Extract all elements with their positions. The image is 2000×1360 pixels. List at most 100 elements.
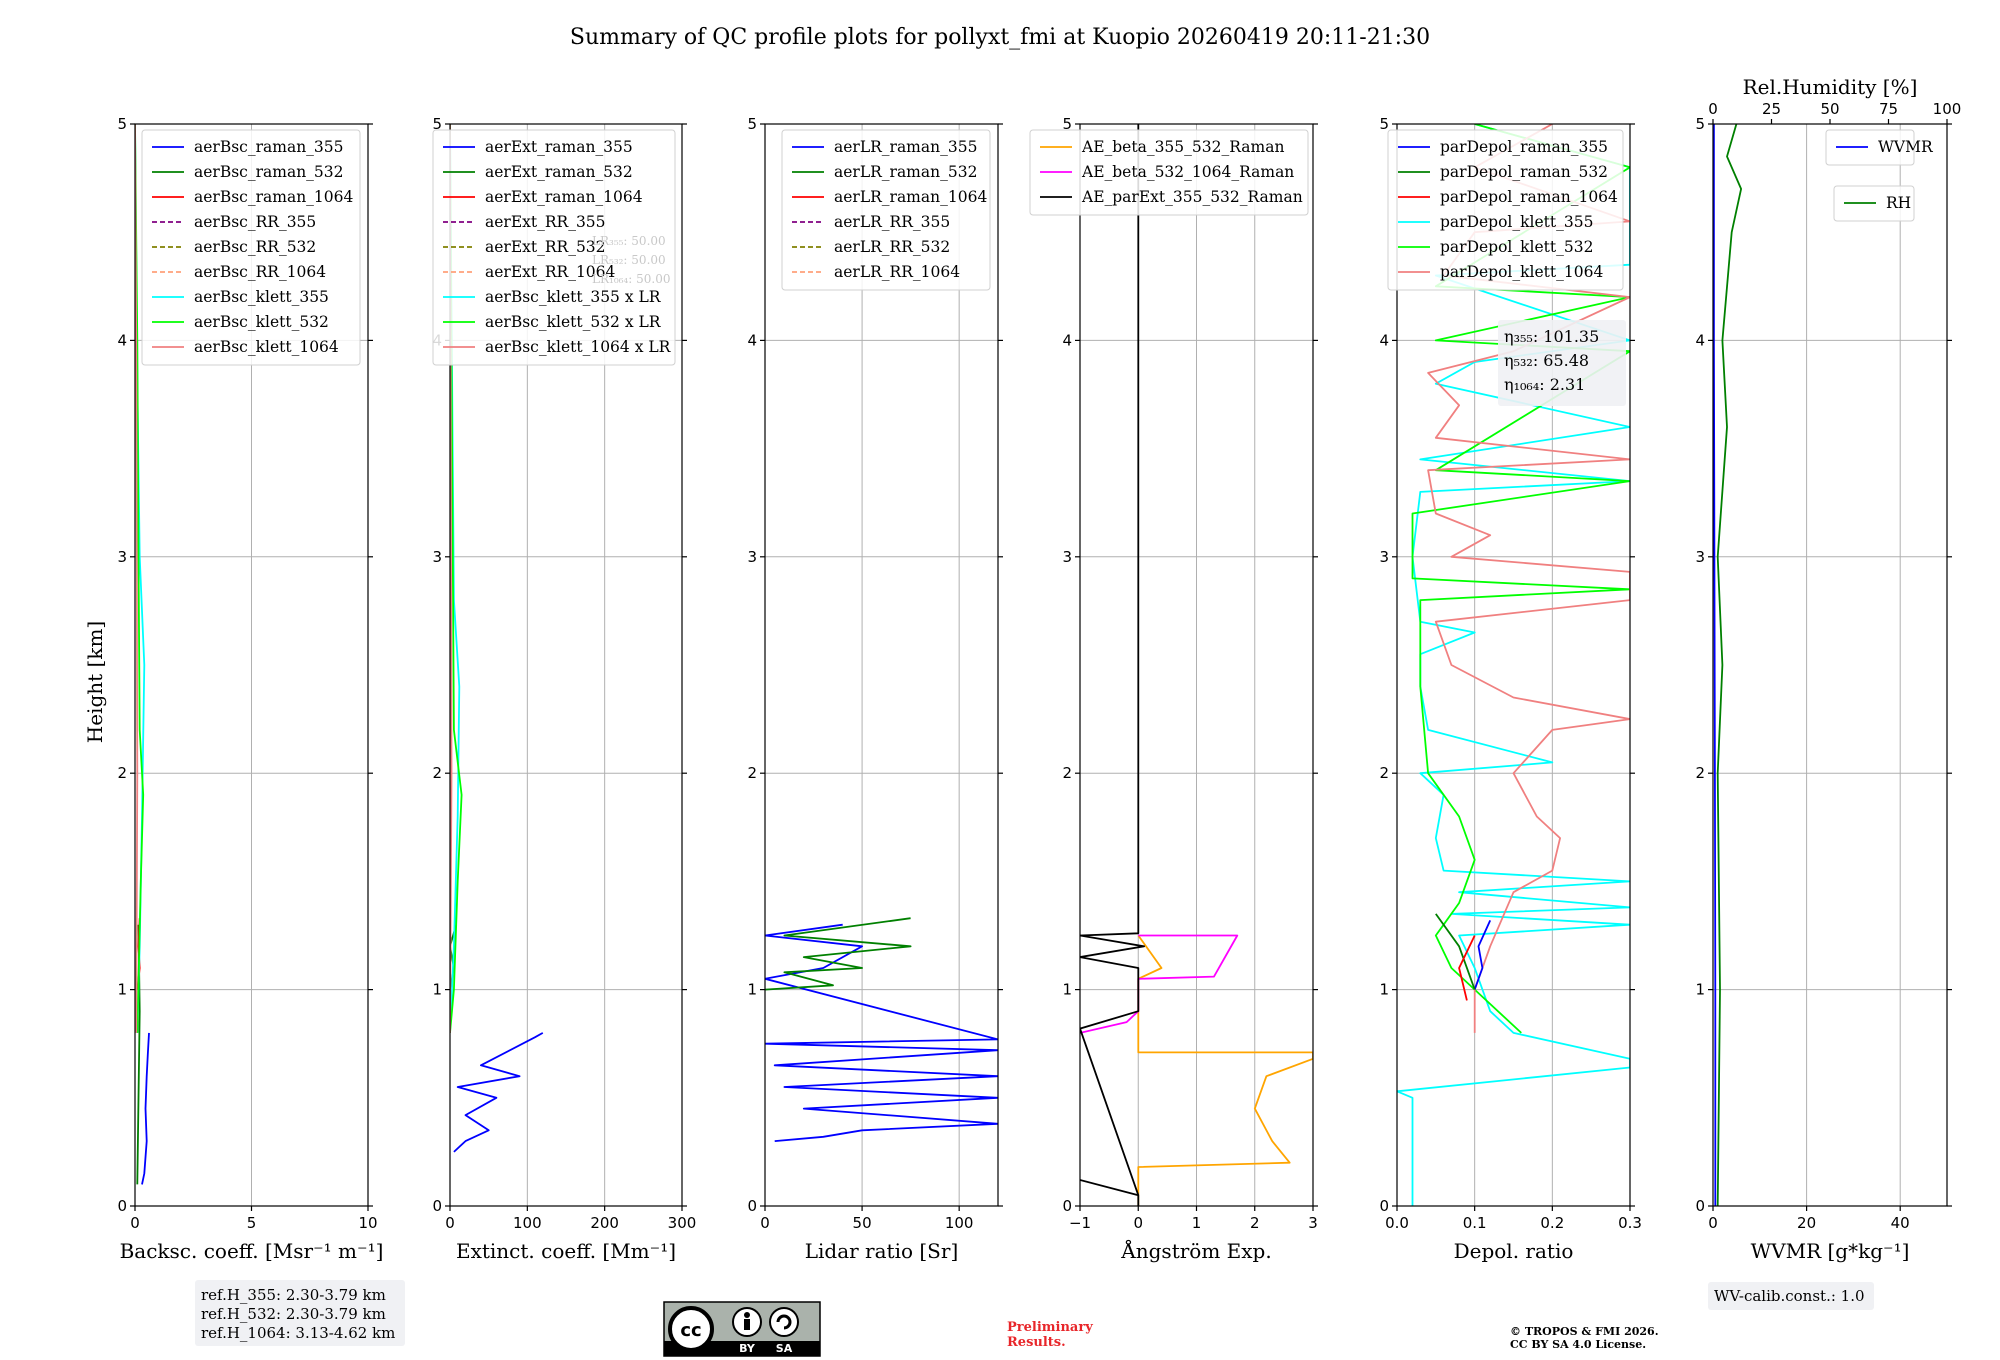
legend-label: aerLR_raman_1064: [834, 188, 987, 206]
x-axis-label-lr: Lidar ratio [Sr]: [805, 1239, 959, 1263]
series-line-AE_beta_355_532_Raman: [1137, 934, 1313, 1206]
y-tick-label: 4: [117, 331, 127, 349]
legend-box: [1825, 129, 1915, 166]
y-tick-label: 0: [747, 1197, 757, 1215]
y-tick-label: 0: [432, 1197, 442, 1215]
legend-label: aerBsc_raman_1064: [194, 188, 354, 206]
x-axis-label-wv: WVMR [g*kg⁻¹]: [1751, 1239, 1910, 1263]
series-line-aerExt_raman_355: [453, 1032, 544, 1153]
legend-wv: WVMR: [1825, 129, 1934, 166]
y-tick-label: 1: [432, 981, 442, 999]
legend-label: aerBsc_raman_532: [194, 163, 344, 181]
x-tick-label: 100: [945, 1214, 974, 1232]
legend-label: aerBsc_klett_532: [194, 313, 329, 331]
series-line-parDepol_raman_355: [1473, 920, 1492, 990]
copyright-line-1: © TROPOS & FMI 2026.: [1510, 1325, 1659, 1338]
annotation-depol: η₃₅₅: 101.35 η₅₃₂: 65.48 η₁₀₆₄: 2.31: [1498, 320, 1626, 406]
y-tick-label: 2: [1379, 764, 1389, 782]
by-label: BY: [739, 1342, 756, 1355]
legend-box: [1387, 129, 1624, 291]
y-tick-label: 5: [1379, 115, 1389, 133]
panel-frame: [764, 123, 999, 1207]
series-line-parDepol_klett_1064: [1427, 124, 1630, 1033]
series-line-AE_beta_532_1064_Raman: [1080, 934, 1239, 1034]
x-tick-label: 200: [590, 1214, 619, 1232]
y-tick-label: 0: [1379, 1197, 1389, 1215]
x-tick-label: 40: [1891, 1214, 1910, 1232]
x-axis-label-depol: Depol. ratio: [1454, 1239, 1574, 1263]
legend-label: parDepol_raman_1064: [1440, 188, 1618, 206]
y-tick-label: 1: [1695, 981, 1705, 999]
top-x-axis-label: Rel.Humidity [%]: [1743, 75, 1918, 99]
chart-title: Summary of QC profile plots for pollyxt_…: [570, 25, 1430, 50]
y-tick-label: 5: [1695, 115, 1705, 133]
panel-frame: [1712, 123, 1948, 1207]
y-tick-label: 3: [117, 548, 127, 566]
x-tick-label: 0.2: [1540, 1214, 1564, 1232]
x-tick-label: 0: [1133, 1214, 1143, 1232]
x-axis-label-bsc: Backsc. coeff. [Msr⁻¹ m⁻¹]: [120, 1239, 384, 1263]
x-tick-label: 0.0: [1385, 1214, 1409, 1232]
ref-height-1064: ref.H_1064: 3.13-4.62 km: [201, 1324, 395, 1342]
legend-label: parDepol_raman_532: [1440, 163, 1608, 181]
x-tick-label: 2: [1250, 1214, 1260, 1232]
panel-bsc: 0 1 2 3 4 5 0 5 10 Backsc. coeff. [Msr⁻¹ m⁻¹] aerB…: [117, 115, 383, 1263]
preliminary-line-1: Preliminary: [1007, 1320, 1093, 1335]
series-line-parDepol_klett_532: [1411, 124, 1630, 1034]
ref-height-532: ref.H_532: 2.30-3.79 km: [201, 1305, 386, 1323]
x-tick-label: 1: [1192, 1214, 1202, 1232]
y-tick-label: 4: [747, 331, 757, 349]
panel-frame: [449, 123, 683, 1207]
top-x-tick-label: 0: [1708, 100, 1718, 118]
x-tick-label: −1: [1069, 1214, 1091, 1232]
panel-depol: 0 1 2 3 4 5 0.0 0.1 0.2 0.3 Depol. ratio parDepol_r…: [1379, 115, 1641, 1263]
series-line-aerBsc_klett_532: [135, 124, 145, 1033]
legend-label: aerExt_raman_1064: [485, 188, 643, 206]
x-tick-label: 0: [130, 1214, 140, 1232]
y-tick-label: 5: [747, 115, 757, 133]
ref-height-355: ref.H_355: 2.30-3.79 km: [201, 1286, 386, 1304]
legend-label: aerExt_RR_1064: [485, 263, 616, 281]
wv-calib-box: WV-calib.const.: 1.0: [1708, 1282, 1874, 1310]
wv-calib-box-bg: [1708, 1282, 1874, 1310]
legend-label: parDepol_klett_1064: [1440, 263, 1603, 281]
legend-ext: aerExt_raman_355 aerExt_raman_532 aerExt_r…: [432, 129, 676, 366]
legend-label: aerBsc_RR_355: [194, 213, 316, 231]
y-tick-label: 0: [1695, 1197, 1705, 1215]
y-tick-label: 1: [1062, 981, 1072, 999]
legend-label: parDepol_klett_355: [1440, 213, 1593, 231]
cc-icon-glyph: cc: [680, 1320, 701, 1341]
legend-label: RH: [1886, 194, 1911, 212]
annotation-text: η₅₃₂: 65.48: [1504, 351, 1589, 370]
x-tick-label: 10: [358, 1214, 377, 1232]
legend-label: AE_beta_355_532_Raman: [1081, 138, 1284, 156]
y-tick-label: 1: [747, 981, 757, 999]
series-line-parDepol_klett_355: [1397, 124, 1630, 1206]
preliminary-line-2: Results.: [1007, 1335, 1066, 1350]
series-line-aerBsc_klett_1064: [135, 124, 139, 1033]
copyright-line-2: CC BY SA 4.0 License.: [1510, 1338, 1646, 1351]
legend-label: AE_parExt_355_532_Raman: [1081, 188, 1303, 206]
y-tick-label: 5: [117, 115, 127, 133]
cc-license-badge: cc BY SA: [663, 1301, 821, 1357]
x-tick-label: 0: [445, 1214, 455, 1232]
series-group: [1713, 124, 1742, 1206]
y-tick-label: 2: [1062, 764, 1072, 782]
legend-label: AE_beta_532_1064_Raman: [1081, 163, 1294, 181]
y-tick-label: 3: [432, 548, 442, 566]
y-tick-label: 5: [1062, 115, 1072, 133]
legend-depol: parDepol_raman_355 parDepol_raman_532 parD…: [1387, 129, 1624, 291]
legend-label: aerBsc_RR_532: [194, 238, 316, 256]
legend-box: [781, 129, 991, 291]
top-x-tick-label: 75: [1879, 100, 1898, 118]
legend-label: aerBsc_klett_1064: [194, 338, 339, 356]
y-tick-label: 2: [1695, 764, 1705, 782]
panel-ext: 0123450100200300Extinct. coeff. [Mm⁻¹]ae…: [432, 115, 696, 1263]
annotation-text: LR₁₀₆₄: 50.00: [592, 272, 670, 286]
series-line-RH: [1716, 124, 1742, 1206]
x-tick-label: 0: [760, 1214, 770, 1232]
ref-height-box: ref.H_355: 2.30-3.79 km ref.H_532: 2.30-…: [195, 1280, 405, 1346]
legend-label: aerBsc_klett_1064 x LR: [485, 338, 672, 356]
legend-label: aerBsc_klett_355 x LR: [485, 288, 662, 306]
